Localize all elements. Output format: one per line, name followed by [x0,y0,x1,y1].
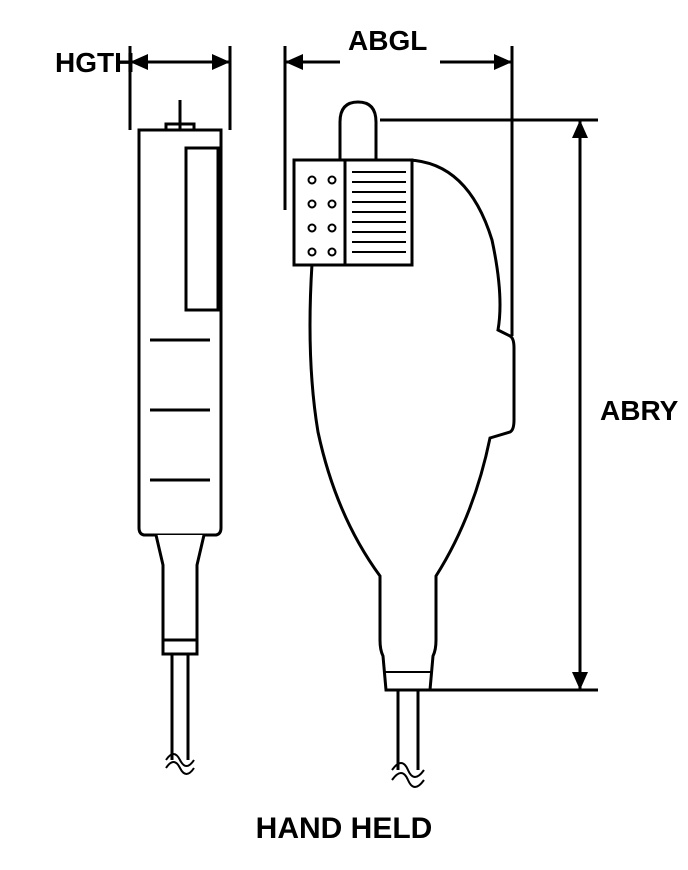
abry-label: ABRY [600,395,679,426]
device-side-view [139,100,221,774]
abgl-label: ABGL [348,25,427,56]
figure-title: HAND HELD [256,812,433,845]
hgth-label: HGTH [55,47,134,78]
device-front-view [294,102,514,787]
dimension-hgth: HGTH [55,46,230,130]
engineering-diagram: HGTH ABGL ABRY [0,0,688,870]
